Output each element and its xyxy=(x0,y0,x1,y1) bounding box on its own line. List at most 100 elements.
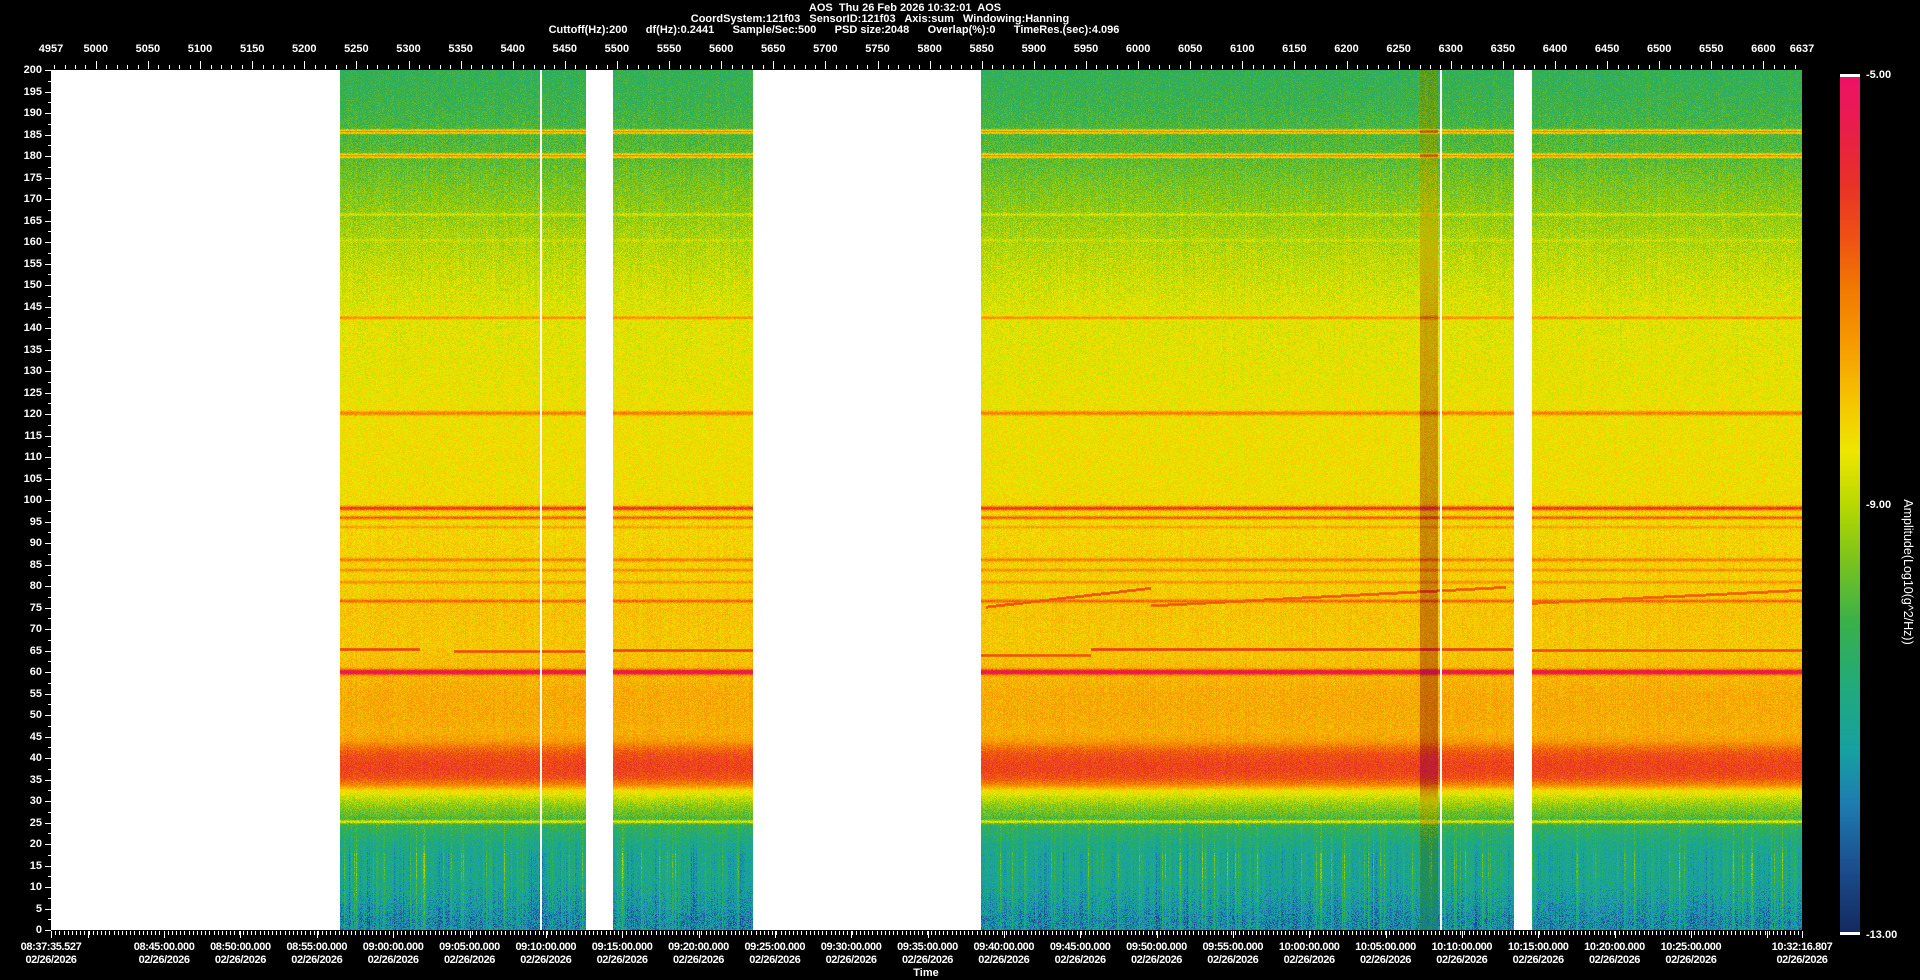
time-axis-minor-tick xyxy=(459,931,461,935)
freq-axis-tick-label: 60 xyxy=(29,666,42,678)
time-axis-minor-tick xyxy=(1376,931,1378,935)
time-axis-minor-tick xyxy=(434,931,436,935)
time-axis-minor-tick xyxy=(1522,931,1524,935)
record-axis-tick xyxy=(1638,65,1640,69)
time-axis-minor-tick xyxy=(167,931,169,935)
record-axis-tick xyxy=(835,65,837,69)
record-axis-tick xyxy=(1148,65,1150,69)
record-axis-tick xyxy=(1419,65,1421,69)
time-axis-minor-tick xyxy=(1314,931,1316,935)
time-axis-major-tick xyxy=(1767,931,1769,938)
record-axis-tick-label: 5750 xyxy=(865,43,890,55)
record-axis-tick xyxy=(1773,65,1775,69)
record-axis-tick xyxy=(1398,61,1400,69)
colorbar-gradient xyxy=(1840,75,1860,935)
time-axis-minor-tick xyxy=(267,931,269,935)
record-axis-tick xyxy=(1106,65,1108,69)
date-label: 02/26/2026 xyxy=(138,954,190,966)
record-axis-tick xyxy=(1252,65,1254,69)
time-axis-minor-tick xyxy=(263,931,265,935)
time-axis-minor-tick xyxy=(1506,931,1507,935)
record-axis-tick xyxy=(429,65,431,69)
freq-axis-tick-label: 65 xyxy=(29,644,42,657)
record-axis-tick-label: 6100 xyxy=(1230,43,1255,55)
time-axis-minor-tick xyxy=(751,931,753,935)
time-axis-minor-tick xyxy=(918,931,920,935)
record-axis-tick xyxy=(1575,65,1577,69)
record-axis-tick xyxy=(1721,65,1723,69)
time-axis-minor-tick xyxy=(347,931,348,935)
time-axis-minor-tick xyxy=(1339,931,1341,935)
time-axis-minor-tick xyxy=(1626,931,1628,935)
time-axis-minor-tick xyxy=(1727,931,1728,935)
time-axis-minor-tick xyxy=(1639,931,1641,935)
time-axis-minor-tick xyxy=(238,931,240,935)
record-axis-tick xyxy=(950,65,952,69)
record-axis-tick-label: 5500 xyxy=(604,43,630,55)
time-axis-minor-tick xyxy=(655,931,657,935)
time-axis-minor-tick xyxy=(284,931,286,935)
record-axis-tick-label: 6200 xyxy=(1334,43,1359,55)
time-axis-minor-tick xyxy=(709,931,711,935)
time-axis-minor-tick xyxy=(1643,931,1645,935)
time-axis-minor-tick xyxy=(121,931,123,935)
freq-axis-tick-label: 165 xyxy=(23,214,42,227)
time-axis-minor-tick xyxy=(76,931,77,935)
time-axis-minor-tick xyxy=(697,931,699,935)
time-axis-minor-tick xyxy=(1080,931,1082,935)
time-tick-label: 09:05:00.000 xyxy=(439,941,500,953)
record-axis-tick xyxy=(158,65,160,69)
time-axis-minor-tick xyxy=(847,931,849,935)
time-axis-minor-tick xyxy=(597,931,599,935)
record-axis-tick xyxy=(773,61,775,69)
spectrogram-canvas[interactable] xyxy=(51,70,1802,930)
time-axis-minor-tick xyxy=(1772,931,1774,935)
freq-axis-tick-label: 0 xyxy=(35,924,42,936)
time-axis-minor-tick xyxy=(1647,931,1649,935)
freq-axis-tick-label: 95 xyxy=(29,515,42,528)
record-axis-tick xyxy=(314,65,316,69)
time-axis-minor-tick xyxy=(838,931,840,935)
time-axis-minor-tick xyxy=(476,931,478,935)
time-axis-minor-tick xyxy=(1405,931,1407,935)
time-axis-minor-tick xyxy=(1305,931,1307,935)
colorbar-tick-label: -5.00 xyxy=(1866,69,1892,81)
time-axis-minor-tick xyxy=(734,931,736,935)
record-axis-tick xyxy=(658,65,660,69)
time-axis-minor-tick xyxy=(651,931,653,935)
time-axis-minor-tick xyxy=(1280,931,1282,935)
time-tick-label: 09:25:00.000 xyxy=(744,941,806,953)
time-axis-minor-tick xyxy=(1401,931,1403,935)
time-axis-minor-tick xyxy=(1418,931,1420,935)
time-tick-label: 08:45:00.000 xyxy=(133,941,195,953)
record-axis-tick xyxy=(1273,65,1275,69)
time-axis-minor-tick xyxy=(680,931,682,935)
record-axis-tick-label: 5550 xyxy=(656,43,682,55)
record-axis-tick xyxy=(1586,65,1588,69)
record-axis-tick-label: 5650 xyxy=(761,43,786,55)
time-axis-minor-tick xyxy=(201,931,203,935)
time-axis-major-tick xyxy=(51,931,52,938)
time-axis-minor-tick xyxy=(184,931,186,935)
time-axis-minor-tick xyxy=(126,931,127,935)
time-axis-minor-tick xyxy=(1018,931,1020,935)
time-axis-minor-tick xyxy=(1410,931,1412,935)
record-axis-tick xyxy=(1648,65,1650,69)
record-axis-tick xyxy=(64,65,66,69)
time-axis-minor-tick xyxy=(455,931,457,935)
time-axis-minor-tick xyxy=(417,931,419,935)
time-axis-minor-tick xyxy=(159,931,161,935)
time-axis-minor-tick xyxy=(1247,931,1249,935)
time-axis-minor-tick xyxy=(1097,931,1099,935)
time-axis-minor-tick xyxy=(1656,931,1658,935)
time-axis-minor-tick xyxy=(643,931,644,935)
time-axis-minor-tick xyxy=(380,931,382,935)
record-axis-tick xyxy=(439,65,441,69)
time-axis-minor-tick xyxy=(1139,931,1141,935)
time-axis-minor-tick xyxy=(580,931,582,935)
time-axis-minor-tick xyxy=(1222,931,1224,935)
time-tick-label: 10:10:00.000 xyxy=(1431,941,1493,953)
time-axis-minor-tick xyxy=(593,931,594,935)
record-axis-tick xyxy=(794,65,796,69)
